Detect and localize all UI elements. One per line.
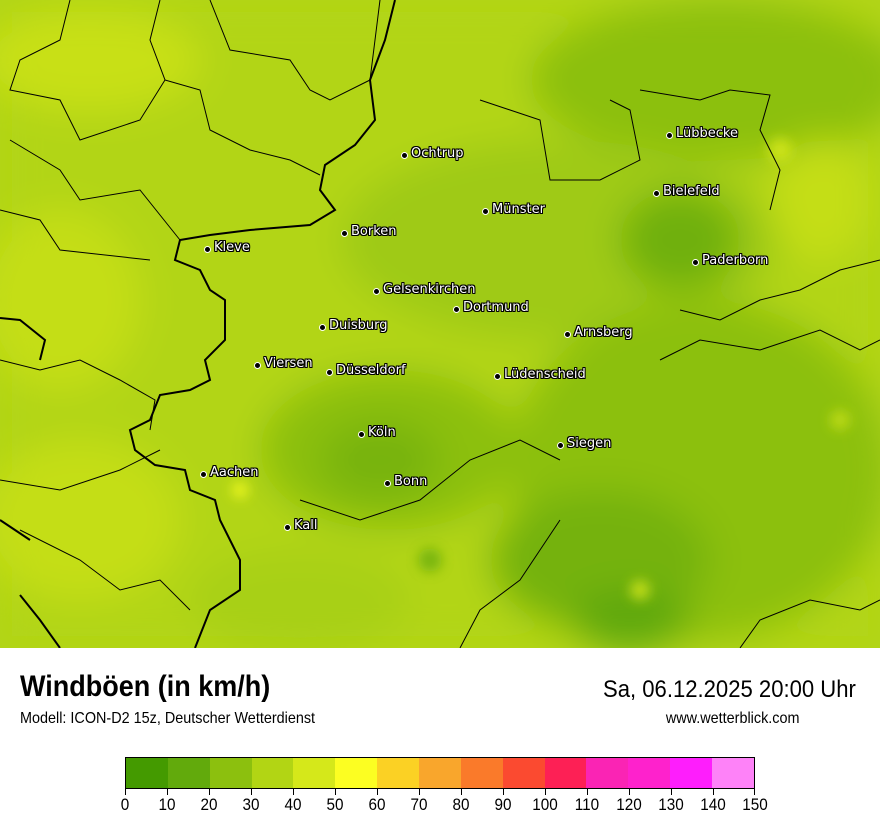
city-label: Viersen: [264, 356, 313, 371]
city-label: Bielefeld: [663, 184, 720, 199]
legend-tick-label: 90: [494, 795, 512, 814]
legend-tick-mark: [125, 789, 126, 795]
legend-tick-label: 10: [158, 795, 176, 814]
legend-color-bin: [251, 758, 294, 788]
legend-color-bin: [335, 758, 378, 788]
legend-tick-label: 100: [532, 795, 558, 814]
city-dot-icon: [326, 369, 333, 376]
website-link[interactable]: www.wetterblick.com: [665, 710, 799, 727]
city-label: Lübbecke: [676, 126, 738, 141]
city-label: Duisburg: [329, 318, 388, 333]
legend-tick-mark: [671, 789, 672, 795]
legend-color-bin: [167, 758, 210, 788]
legend-tick-mark: [587, 789, 588, 795]
legend-tick-label: 60: [368, 795, 386, 814]
map-title: Windböen (in km/h): [20, 670, 271, 703]
legend-color-bin: [712, 758, 754, 788]
model-source: Modell: ICON-D2 15z, Deutscher Wetterdie…: [20, 710, 316, 727]
city-label: Münster: [492, 202, 545, 217]
city-label: Borken: [351, 224, 397, 239]
forecast-datetime: Sa, 06.12.2025 20:00 Uhr: [603, 676, 856, 703]
legend-ticks: 0 10 20 30 40 50 60 70 80 90 100 110 120 130 140 150: [121, 789, 768, 819]
legend-tick-label: 130: [658, 795, 684, 814]
city-dot-icon: [254, 362, 261, 369]
legend-tick-label: 70: [410, 795, 428, 814]
wind-gust-map: Lübbecke Ochtrup Bielefeld Münster Borken Kle…: [0, 0, 880, 648]
legend-color-bin: [628, 758, 671, 788]
city-dot-icon: [204, 246, 211, 253]
legend-tick-label: 30: [242, 795, 260, 814]
legend-color-bin: [460, 758, 503, 788]
city-dot-icon: [564, 331, 571, 338]
legend-tick-mark: [545, 789, 546, 795]
city-label: Dortmund: [463, 300, 529, 315]
city-dot-icon: [653, 190, 660, 197]
city-dot-icon: [453, 306, 460, 313]
legend-tick-mark: [377, 789, 378, 795]
city-dot-icon: [384, 480, 391, 487]
city-label: Köln: [368, 425, 396, 440]
legend-tick-mark: [754, 789, 755, 795]
legend-tick-label: 0: [120, 795, 130, 814]
legend-color-bin: [126, 758, 168, 788]
legend-tick-mark: [167, 789, 168, 795]
city-label: Bonn: [394, 474, 428, 489]
legend-tick-mark: [293, 789, 294, 795]
legend-tick-label: 20: [200, 795, 218, 814]
city-label: Ochtrup: [411, 146, 464, 161]
city-dot-icon: [341, 230, 348, 237]
legend-color-bin: [293, 758, 336, 788]
legend-tick-mark: [251, 789, 252, 795]
legend-tick-label: 150: [742, 795, 768, 814]
city-dot-icon: [692, 259, 699, 266]
city-dot-icon: [319, 324, 326, 331]
legend-tick-label: 40: [284, 795, 302, 814]
legend-tick-label: 110: [574, 795, 600, 814]
city-dot-icon: [373, 288, 380, 295]
legend-color-bin: [209, 758, 252, 788]
city-label: Kall: [294, 518, 318, 533]
legend-color-bin: [419, 758, 461, 788]
legend-color-bin: [670, 758, 713, 788]
city-dot-icon: [494, 373, 501, 380]
city-label: Kleve: [214, 240, 250, 255]
city-dot-icon: [557, 442, 564, 449]
map-field: [0, 0, 880, 648]
legend-tick-mark: [629, 789, 630, 795]
legend-tick-label: 140: [700, 795, 726, 814]
city-dot-icon: [482, 208, 489, 215]
city-dot-icon: [284, 524, 291, 531]
city-label: Düsseldorf: [336, 363, 406, 378]
city-label: Siegen: [567, 436, 612, 451]
legend-tick-mark: [713, 789, 714, 795]
legend-tick-label: 80: [452, 795, 470, 814]
legend-tick-label: 50: [326, 795, 344, 814]
legend-color-bin: [502, 758, 545, 788]
city-dot-icon: [666, 132, 673, 139]
city-dot-icon: [358, 431, 365, 438]
legend-tick-mark: [209, 789, 210, 795]
city-label: Arnsberg: [574, 325, 633, 340]
legend-color-bin: [377, 758, 420, 788]
city-label: Aachen: [210, 465, 259, 480]
state-borders: [0, 0, 396, 648]
legend-tick-mark: [503, 789, 504, 795]
city-label: Paderborn: [702, 253, 769, 268]
district-borders: [0, 0, 880, 648]
color-scale-legend: [125, 757, 755, 789]
city-label: Gelsenkirchen: [383, 282, 476, 297]
legend-color-bin: [586, 758, 629, 788]
legend-tick-mark: [419, 789, 420, 795]
legend-tick-mark: [461, 789, 462, 795]
city-dot-icon: [401, 152, 408, 159]
legend-tick-mark: [335, 789, 336, 795]
city-label: Lüdenscheid: [504, 367, 586, 382]
city-dot-icon: [200, 471, 207, 478]
legend-color-bin: [544, 758, 587, 788]
legend-tick-label: 120: [616, 795, 642, 814]
